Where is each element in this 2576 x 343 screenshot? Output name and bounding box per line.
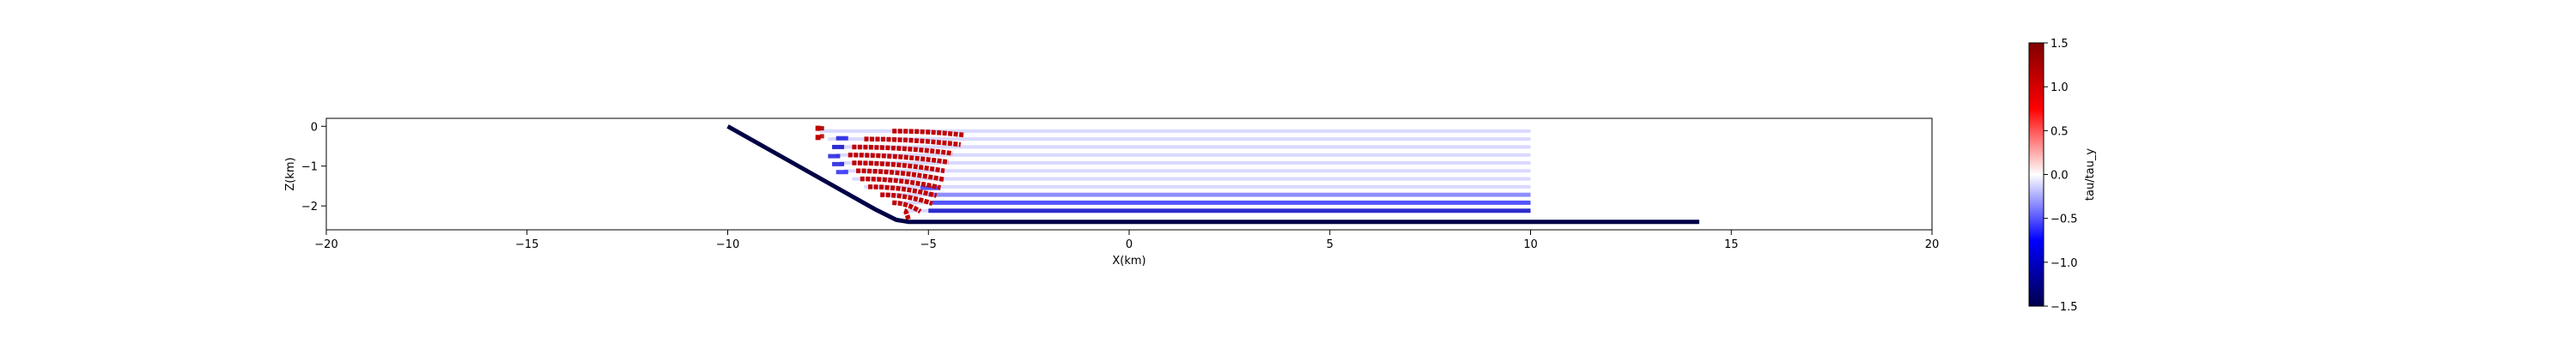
axes-frame [325, 117, 1933, 231]
red-stress-curve [860, 176, 941, 190]
red-stress-curve [868, 184, 938, 198]
x-tick-label: 15 [1724, 238, 1739, 251]
y-tick-label: −1 [301, 161, 318, 174]
x-tick-label: −20 [314, 238, 337, 251]
red-stress-curve [892, 129, 965, 138]
colorbar-tick-label: 1.5 [2050, 38, 2069, 51]
red-stress-curve [852, 160, 945, 174]
x-tick-label: 20 [1925, 238, 1940, 251]
x-axis-label: X(km) [1112, 255, 1145, 268]
red-stress-curve [856, 168, 945, 183]
red-stress-curve [864, 136, 962, 147]
y-axis-label: Z(km) [284, 157, 297, 190]
colorbar-tick-label: −1.5 [2050, 301, 2078, 314]
x-axis-ticks: −20 −15 −10 −5 0 5 10 15 20 [314, 230, 1939, 251]
colorbar-ticks: 1.5 1.0 0.5 0.0 −0.5 −1.0 −1.5 [2044, 38, 2078, 314]
colorbar-tick-label: 0.5 [2050, 125, 2069, 138]
x-tick-label: −15 [515, 238, 538, 251]
fault-line [726, 124, 1699, 225]
red-stress-point [815, 135, 821, 141]
colorbar-tick-label: −1.0 [2050, 257, 2078, 270]
data-layer [726, 124, 1699, 225]
colorbar-tick-label: 1.0 [2050, 81, 2069, 94]
colorbar-gradient [2028, 42, 2044, 307]
y-axis-ticks: 0 −1 −2 [301, 121, 326, 214]
x-tick-label: −5 [920, 238, 937, 251]
red-stress-curve [852, 144, 953, 156]
colorbar: 1.5 1.0 0.5 0.0 −0.5 −1.0 −1.5 tau/tau_y [2028, 38, 2097, 314]
x-tick-label: 5 [1327, 238, 1334, 251]
x-tick-label: 0 [1126, 238, 1133, 251]
red-stress-curve [848, 152, 949, 165]
x-tick-label: −10 [716, 238, 739, 251]
y-tick-label: −2 [301, 201, 318, 214]
red-stress-curve [902, 208, 911, 220]
plot-area: −20 −15 −10 −5 0 5 10 15 20 0 −1 −2 X(km) Z(km) [284, 117, 1939, 268]
red-stress-curve [892, 200, 922, 214]
colorbar-label: tau/tau_y [2084, 148, 2097, 201]
colorbar-tick-label: 0.0 [2050, 170, 2069, 183]
x-tick-label: 10 [1523, 238, 1538, 251]
red-stress-curve [880, 192, 933, 207]
colorbar-tick-label: −0.5 [2050, 214, 2078, 226]
y-tick-label: 0 [311, 121, 318, 134]
red-stress-point [815, 125, 821, 131]
